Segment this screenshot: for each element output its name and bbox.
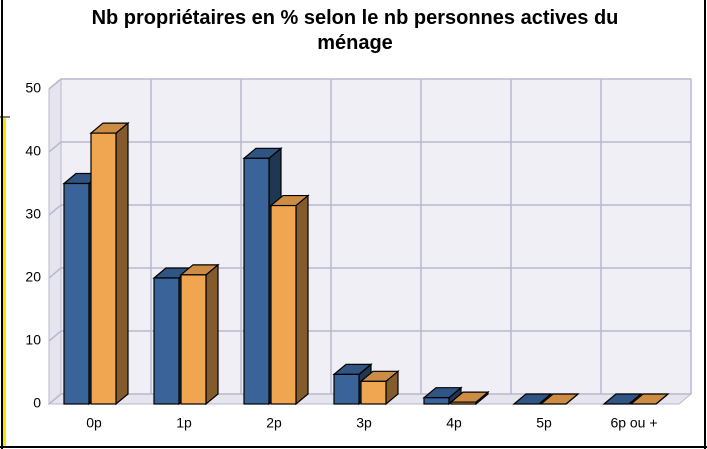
y-tick-label: 40: [25, 143, 41, 159]
chart-title: Nb propriétaires en % selon le nb person…: [91, 7, 619, 54]
bar: [450, 401, 477, 405]
bar-side: [295, 194, 309, 406]
frame-strip: [3, 118, 6, 448]
grid-line-side: [48, 393, 62, 405]
grid-line-side: [48, 330, 62, 342]
side-wall: [48, 77, 62, 406]
bar: [63, 182, 90, 405]
bar: [180, 274, 207, 405]
bar-side: [115, 121, 129, 406]
bar: [270, 204, 297, 405]
bar: [90, 132, 117, 405]
bar-side: [205, 263, 219, 406]
x-tick-label: 6p ou +: [610, 415, 657, 431]
x-tick-label: 2p: [266, 415, 282, 431]
grid-line-side: [48, 141, 62, 153]
bar: [360, 380, 387, 405]
y-tick-label: 10: [25, 332, 41, 348]
grid-line-side: [48, 204, 62, 216]
bar: [153, 277, 180, 405]
x-tick-label: 3p: [356, 415, 372, 431]
bar: [333, 373, 360, 405]
y-tick-label: 50: [25, 80, 41, 96]
bar: [423, 397, 450, 405]
y-tick-label: 0: [33, 395, 41, 411]
grid-line-side: [48, 78, 62, 90]
x-tick-label: 0p: [86, 415, 102, 431]
bar-top: [539, 393, 580, 405]
y-tick-label: 20: [25, 269, 41, 285]
bar-top: [629, 393, 670, 405]
x-tick-label: 1p: [176, 415, 192, 431]
grid-line-side: [48, 267, 62, 279]
x-tick-label: 5p: [536, 415, 552, 431]
x-tick-label: 4p: [446, 415, 462, 431]
y-tick-label: 30: [25, 206, 41, 222]
bar-top: [602, 393, 643, 405]
bar-top: [512, 393, 553, 405]
bar: [243, 157, 270, 405]
